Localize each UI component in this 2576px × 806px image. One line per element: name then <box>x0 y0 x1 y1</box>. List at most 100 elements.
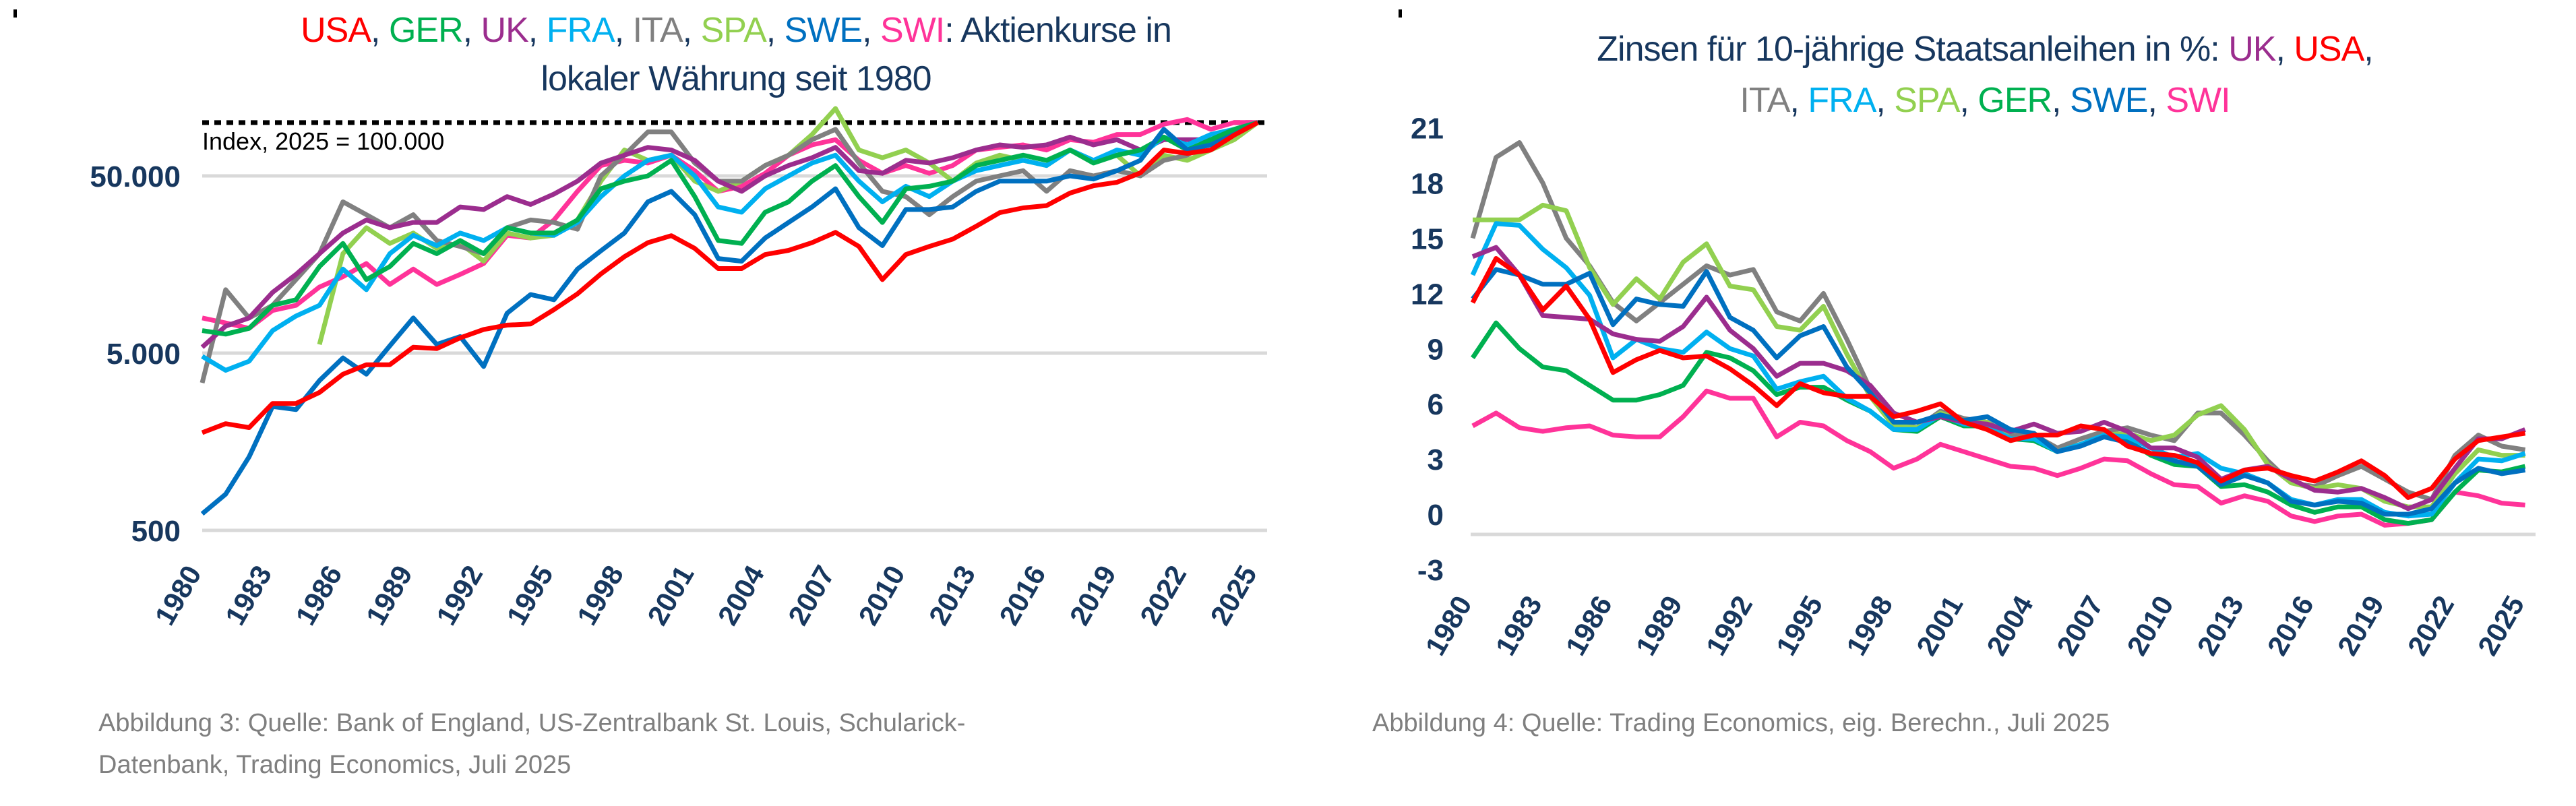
y-tick-label: 6 <box>1428 388 1444 421</box>
title-spa: SPA <box>1894 81 1960 120</box>
title-usa: USA <box>2294 30 2364 69</box>
y-tick-label: 0 <box>1428 499 1444 532</box>
y-tick-label: -3 <box>1417 554 1444 587</box>
title-usa: USA <box>301 11 371 50</box>
x-tick-label: 2025 <box>2472 590 2530 660</box>
title-fra: FRA <box>1808 81 1876 120</box>
y-tick-label: 500 <box>131 515 181 548</box>
x-tick-label: 2007 <box>2050 590 2109 660</box>
y-tick-label: 21 <box>1411 113 1444 146</box>
left-chart-title-line2: lokaler Währung seit 1980 <box>541 59 931 98</box>
y-tick-label: 3 <box>1428 443 1444 476</box>
x-tick-label: 1983 <box>1489 590 1547 660</box>
right-chart-title-line2: ITA, FRA, SPA, GER, SWE, SWI <box>1740 75 2230 125</box>
x-tick-label: 1980 <box>1419 590 1477 660</box>
right-chart-title-line1: Zinsen für 10-jährige Staatsanleihen in … <box>1597 24 2373 74</box>
x-tick-label: 1995 <box>500 560 559 630</box>
x-tick-label: 1992 <box>430 560 489 630</box>
x-tick-label: 2025 <box>1204 560 1262 630</box>
left-caption-line2: Datenbank, Trading Economics, Juli 2025 <box>98 751 572 779</box>
series-line-ita <box>200 120 1259 383</box>
title-swi: SWI <box>2166 81 2230 120</box>
title-sep: , <box>1959 81 1978 120</box>
x-tick-label: 1992 <box>1700 590 1758 660</box>
x-tick-label: 2019 <box>1064 560 1122 630</box>
title-fra: FRA <box>546 11 615 50</box>
title-swe: SWE <box>2069 81 2148 120</box>
series-line-ita <box>1470 140 2526 502</box>
x-tick-label: 1995 <box>1770 590 1829 660</box>
title-sep: , <box>462 11 481 50</box>
x-tick-label: 1989 <box>360 560 419 630</box>
title-uk: UK <box>2228 30 2276 69</box>
title-rest: : Aktienkurse in <box>944 11 1172 50</box>
x-tick-label: 1980 <box>148 560 207 630</box>
x-tick-label: 1986 <box>289 560 348 630</box>
x-tick-label: 1989 <box>1630 590 1688 660</box>
title-ger: GER <box>1977 81 2052 120</box>
title-sep: , <box>2275 30 2294 69</box>
y-tick-label: 50.000 <box>90 160 181 193</box>
title-sep: , <box>528 11 547 50</box>
x-tick-label: 2016 <box>2261 590 2320 660</box>
x-tick-label: 2010 <box>2120 590 2179 660</box>
x-tick-label: 2007 <box>782 560 840 630</box>
marker-dot <box>13 9 17 18</box>
title-ger: GER <box>388 11 464 50</box>
title-sep: , <box>2147 81 2166 120</box>
y-tick-label: 15 <box>1411 223 1444 256</box>
x-tick-label: 1986 <box>1560 590 1618 660</box>
title-sep: , <box>682 11 701 50</box>
title-swe: SWE <box>784 11 863 50</box>
x-tick-label: 2004 <box>1980 590 2040 660</box>
series-line-fra <box>1470 221 2526 519</box>
x-tick-label: 1998 <box>571 560 630 630</box>
series-line-swi <box>1471 388 2525 528</box>
title-sep: , <box>371 11 389 50</box>
series-line-spa <box>317 106 1260 345</box>
left-caption: Abbildung 3: Quelle: Bank of England, US… <box>98 702 965 786</box>
x-tick-label: 2022 <box>2401 590 2460 660</box>
series-line-usa <box>201 120 1259 435</box>
x-tick-label: 2004 <box>712 559 771 630</box>
x-tick-label: 2013 <box>2190 590 2249 660</box>
y-tick-label: 5.000 <box>106 338 181 371</box>
title-sep: , <box>766 11 785 50</box>
title-sep: , <box>2364 30 2373 69</box>
x-tick-label: 2001 <box>641 560 700 630</box>
title-sep: , <box>862 11 881 50</box>
series-line-swe <box>1471 267 2526 517</box>
title-ita: ITA <box>632 11 683 50</box>
left-caption-line1: Abbildung 3: Quelle: Bank of England, US… <box>98 709 966 737</box>
x-tick-label: 1983 <box>219 560 278 630</box>
x-tick-label: 2010 <box>852 560 911 630</box>
x-tick-label: 2016 <box>993 560 1051 630</box>
marker-dot <box>1399 9 1402 18</box>
x-tick-label: 2022 <box>1134 560 1192 630</box>
title-spa: SPA <box>700 11 767 50</box>
y-tick-label: 9 <box>1428 333 1444 366</box>
x-tick-label: 2019 <box>2331 590 2390 660</box>
title-sep: , <box>1789 81 1808 120</box>
left-chart-title-line1: USA, GER, UK, FRA, ITA, SPA, SWE, SWI: A… <box>301 5 1172 55</box>
x-tick-label: 2001 <box>1910 590 1969 660</box>
y-tick-label: 18 <box>1411 168 1444 201</box>
series-line-uk <box>1471 245 2526 512</box>
series-line-ger <box>202 120 1258 337</box>
x-tick-label: 1998 <box>1840 590 1899 660</box>
right-caption: Abbildung 4: Quelle: Trading Economics, … <box>1372 709 2110 737</box>
y-tick-label: 12 <box>1411 278 1444 311</box>
series-line-uk <box>200 120 1259 349</box>
title-sep: , <box>614 11 633 50</box>
title-ita: ITA <box>1740 81 1790 120</box>
x-tick-label: 2013 <box>923 560 981 630</box>
series-line-swe <box>200 120 1259 516</box>
title-sep: , <box>1876 81 1895 120</box>
title-swi: SWI <box>880 11 945 50</box>
title-text: Zinsen für 10-jährige Staatsanleihen in … <box>1597 30 2229 69</box>
title-sep: , <box>2052 81 2070 120</box>
stock-index-chart: 50.000 5.000 500 1980 1983 1986 1989 1992 1995 19… <box>90 106 1267 630</box>
title-uk: UK <box>481 11 529 50</box>
